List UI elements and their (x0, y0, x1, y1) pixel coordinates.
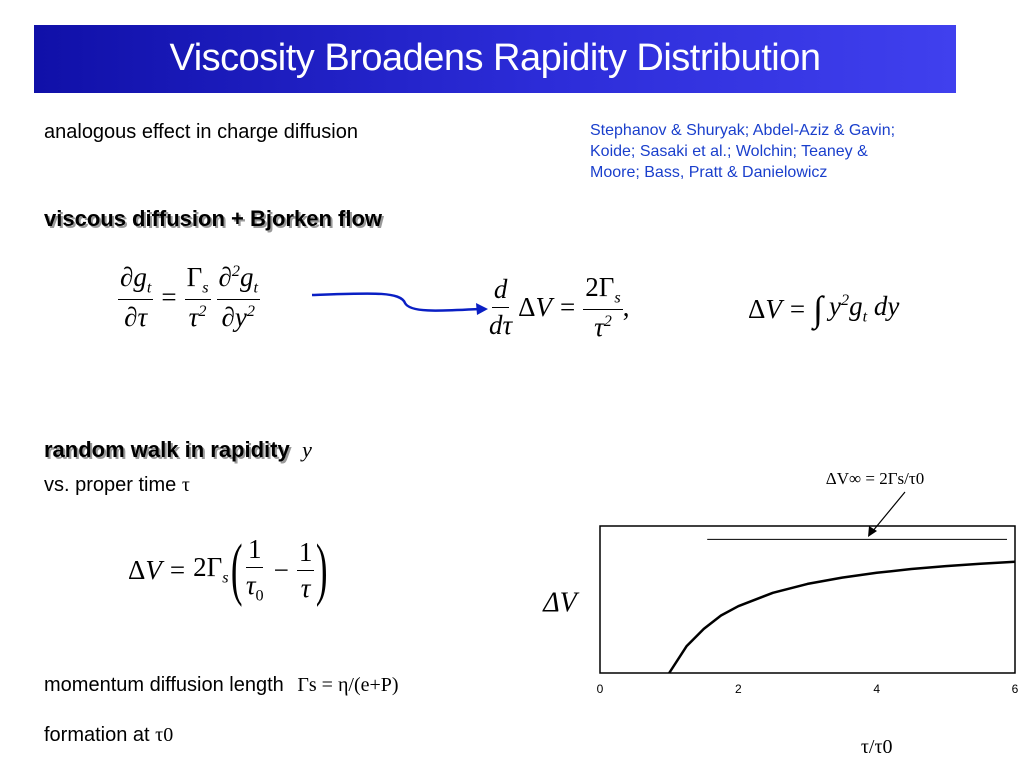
x-tick-label: 4 (873, 682, 880, 696)
y-axis-label: ΔV (542, 588, 579, 619)
formation-label: formation at (44, 724, 150, 746)
pointer-arrowhead (868, 526, 877, 537)
random-walk-heading: random walk in rapidity y (44, 437, 312, 463)
series-line (668, 560, 1016, 674)
tau-symbol: τ (181, 474, 190, 496)
proper-time-line: vs. proper time τ (44, 474, 190, 497)
momentum-line: momentum diffusion length Γs = η/(e+P) (44, 674, 399, 697)
reference-line-1: Stephanov & Shuryak; Abdel-Aziz & Gavin; (590, 122, 896, 139)
proper-time-label: vs. proper time (44, 474, 177, 496)
x-axis-label: τ/τ0 (861, 736, 893, 758)
rapidity-symbol: y (302, 437, 312, 462)
momentum-formula: Γs = η/(e+P) (297, 674, 399, 696)
variance-rate-equation: d dτ ΔV = 2Γs τ2 , (489, 272, 630, 343)
momentum-label: momentum diffusion length (44, 674, 284, 696)
variance-chart: 0 2 4 6 ΔV τ/τ0 ΔV∞ = 2Γs/τ0 (542, 469, 1019, 758)
reference-line-2: Koide; Sasaki et al.; Wolchin; Teaney & (590, 143, 868, 160)
x-tick-label: 0 (597, 682, 604, 696)
references: Stephanov & Shuryak; Abdel-Aziz & Gavin;… (590, 120, 895, 183)
plot-frame (599, 525, 1016, 674)
x-tick-label: 6 (1012, 682, 1019, 696)
pointer-line (871, 491, 906, 533)
slide-title: Viscosity Broadens Rapidity Distribution (169, 37, 821, 79)
intro-text: analogous effect in charge diffusion (44, 121, 358, 143)
heading-random-walk: random walk in rapidity (44, 437, 290, 462)
heading-viscous-diffusion: viscous diffusion + Bjorken flow (44, 206, 382, 231)
arrow-icon (311, 292, 488, 315)
variance-definition: ΔV = ∫ y2gt dy (748, 289, 900, 329)
x-tick-label: 2 (735, 682, 742, 696)
diffusion-equation: ∂gt ∂τ = Γs τ2 ∂2gt ∂y2 (118, 262, 260, 333)
asymptote-label: ΔV∞ = 2Γs/τ0 (826, 469, 924, 488)
reference-line-3: Moore; Bass, Pratt & Danielowicz (590, 164, 828, 181)
title-bar: Viscosity Broadens Rapidity Distribution (34, 25, 956, 93)
formation-symbol: τ0 (155, 724, 174, 746)
formation-line: formation at τ0 (44, 724, 173, 747)
